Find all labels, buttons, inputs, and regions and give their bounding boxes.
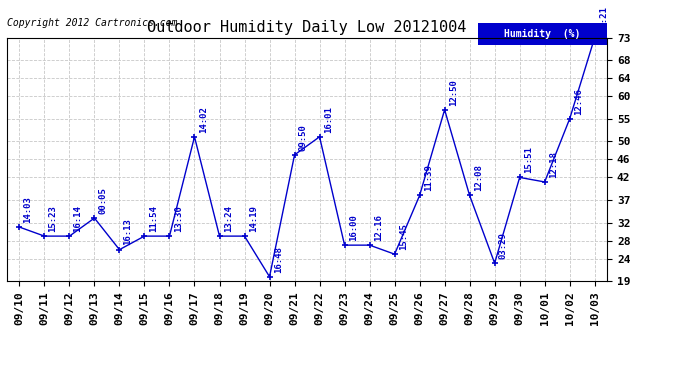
Text: 11:39: 11:39 bbox=[424, 165, 433, 191]
Text: 13:30: 13:30 bbox=[174, 205, 183, 232]
Text: 15:51: 15:51 bbox=[524, 146, 533, 173]
Text: 16:01: 16:01 bbox=[324, 106, 333, 133]
Text: 50:21: 50:21 bbox=[599, 6, 608, 33]
Text: 16:48: 16:48 bbox=[274, 246, 283, 273]
Text: 12:50: 12:50 bbox=[448, 79, 457, 105]
Text: 11:54: 11:54 bbox=[148, 205, 157, 232]
Text: Copyright 2012 Cartronics.com: Copyright 2012 Cartronics.com bbox=[7, 18, 177, 28]
Text: 16:00: 16:00 bbox=[348, 214, 357, 241]
Title: Outdoor Humidity Daily Low 20121004: Outdoor Humidity Daily Low 20121004 bbox=[148, 20, 466, 35]
Text: 12:16: 12:16 bbox=[374, 214, 383, 241]
Text: 16:13: 16:13 bbox=[124, 219, 132, 246]
Text: 13:24: 13:24 bbox=[224, 205, 233, 232]
Text: 14:02: 14:02 bbox=[199, 106, 208, 133]
Text: 15:45: 15:45 bbox=[399, 223, 408, 250]
Text: 14:03: 14:03 bbox=[23, 196, 32, 223]
Text: 09:50: 09:50 bbox=[299, 124, 308, 151]
Text: Humidity  (%): Humidity (%) bbox=[504, 29, 581, 39]
Text: 16:14: 16:14 bbox=[74, 205, 83, 232]
Text: 14:19: 14:19 bbox=[248, 205, 257, 232]
Text: 12:46: 12:46 bbox=[574, 88, 583, 115]
Text: 15:23: 15:23 bbox=[48, 205, 57, 232]
Text: 00:05: 00:05 bbox=[99, 187, 108, 214]
FancyBboxPatch shape bbox=[478, 23, 607, 45]
Text: 12:18: 12:18 bbox=[549, 151, 558, 178]
Text: 12:08: 12:08 bbox=[474, 165, 483, 191]
Text: 03:29: 03:29 bbox=[499, 232, 508, 259]
